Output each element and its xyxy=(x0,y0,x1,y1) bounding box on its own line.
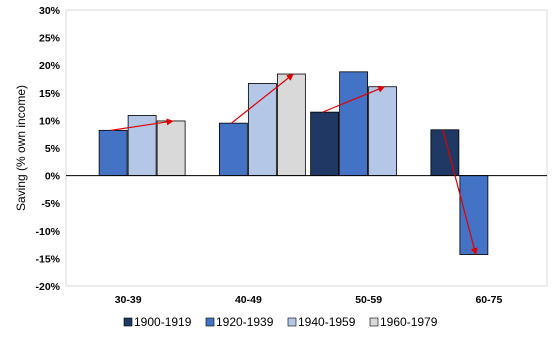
y-tick-label-15: 15% xyxy=(39,88,61,100)
y-tick-label-20: -20% xyxy=(35,281,60,293)
legend-swatch-1920-1939 xyxy=(205,317,215,327)
trend-arrow-30-39 xyxy=(111,118,174,131)
bar-50-59-1920-1939 xyxy=(339,71,369,176)
plot-area-frame xyxy=(65,9,548,287)
bar-40-49-1960-1979 xyxy=(276,73,306,176)
y-tick-label-5: 5% xyxy=(45,143,61,155)
y-tick-label-20: 20% xyxy=(39,60,61,72)
y-tick-label-5: -5% xyxy=(41,198,60,210)
bar-50-59-1940-1959 xyxy=(368,86,398,176)
legend: 1900-1919 1920-1939 1940-1959 1960-1979 xyxy=(123,315,438,329)
legend-label-1960-1979: 1960-1979 xyxy=(380,315,438,329)
legend-swatch-1940-1959 xyxy=(287,317,297,327)
legend-swatch-1960-1979 xyxy=(369,317,379,327)
y-tick-label-15: -15% xyxy=(35,253,60,265)
x-tick-labels: 30-39 40-49 50-59 60-75 xyxy=(115,294,503,306)
y-tick-label-10: 10% xyxy=(39,115,61,127)
legend-swatch-1900-1919 xyxy=(123,317,133,327)
y-tick-label-0: 0% xyxy=(45,171,61,183)
legend-label-1920-1939: 1920-1939 xyxy=(216,315,274,329)
bar-30-39-1960-1979 xyxy=(156,120,186,177)
bar-50-59-1900-1919 xyxy=(310,111,340,177)
bar-40-49-1920-1939 xyxy=(218,122,248,177)
y-tick-label-10: -10% xyxy=(35,226,60,238)
bar-30-39-1920-1939 xyxy=(98,129,128,176)
y-tick-labels: 30% 25% 20% 15% 10% 5% 0% -5% -10% -15% -20% xyxy=(35,5,60,293)
y-axis-label: Saving (% own income) xyxy=(14,85,28,211)
legend-label-1940-1959: 1940-1959 xyxy=(298,315,356,329)
x-tick-label-40-49: 40-49 xyxy=(235,294,262,306)
legend-label-1900-1919: 1900-1919 xyxy=(134,315,192,329)
y-tick-label-25: 25% xyxy=(39,33,61,45)
bar-40-49-1940-1959 xyxy=(247,83,277,176)
x-tick-label-30-39: 30-39 xyxy=(115,294,142,306)
x-tick-label-50-59: 50-59 xyxy=(355,294,382,306)
y-tick-label-30: 30% xyxy=(39,5,61,17)
bars-group xyxy=(98,71,489,255)
trend-arrow-60-75 xyxy=(442,129,478,256)
bar-60-75-1920-1939 xyxy=(459,175,489,255)
trend-arrow-40-49 xyxy=(231,73,294,124)
x-tick-label-60-75: 60-75 xyxy=(475,294,502,306)
trend-arrow-50-59 xyxy=(322,85,386,113)
trend-arrows xyxy=(111,73,478,256)
